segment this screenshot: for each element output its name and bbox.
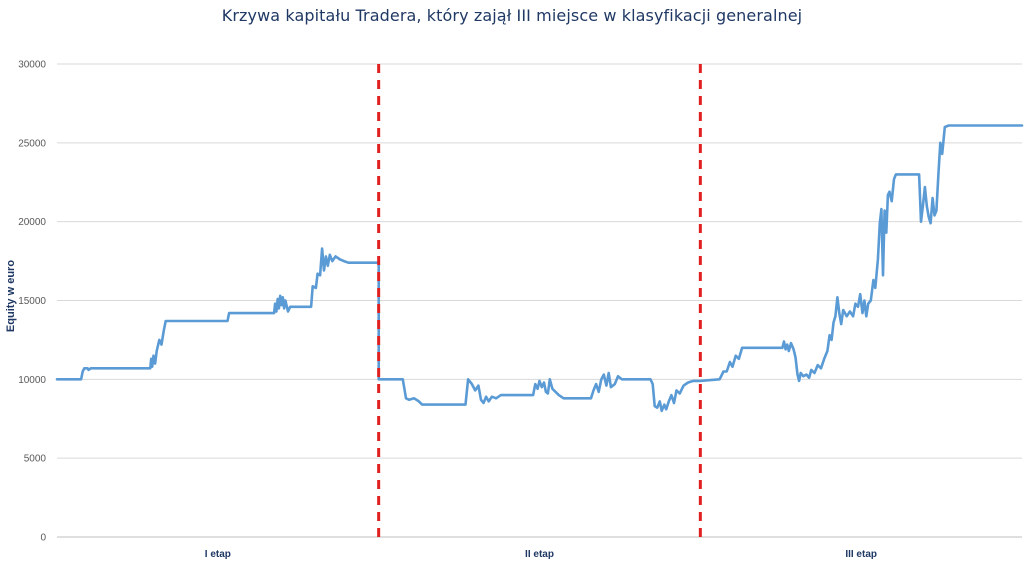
y-tick-label: 25000 (18, 138, 46, 149)
stage-label: I etap (205, 549, 231, 560)
stage-labels: I etap II etap III etap (205, 549, 877, 560)
stage-label: III etap (845, 549, 877, 560)
series-layer (55, 124, 1024, 413)
y-tick-label: 0 (40, 533, 46, 544)
y-tick-label: 10000 (18, 375, 46, 386)
y-tick-label: 30000 (18, 60, 46, 71)
y-tick-label: 5000 (24, 454, 47, 465)
chart-title: Krzywa kapitału Tradera, który zajął III… (221, 6, 803, 25)
stage-label: II etap (525, 549, 554, 560)
y-tick-label: 20000 (18, 217, 46, 228)
y-tick-label: 15000 (18, 296, 46, 307)
equity-series-line (55, 124, 1024, 413)
gridlines (57, 63, 1022, 538)
y-tick-labels: 0 5000 10000 15000 20000 25000 30000 (18, 60, 46, 544)
